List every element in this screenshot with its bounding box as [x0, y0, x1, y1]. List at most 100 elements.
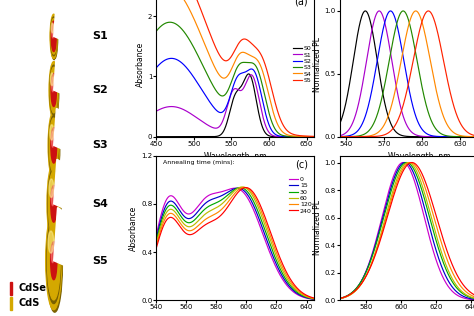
15	[280, 274, 285, 278]
Ellipse shape	[51, 19, 57, 54]
15	[170, 200, 175, 204]
S1	[248, 73, 254, 77]
Ellipse shape	[50, 65, 58, 115]
S5	[218, 54, 223, 58]
Ellipse shape	[48, 171, 59, 237]
Text: S3: S3	[92, 140, 108, 150]
S2	[170, 57, 175, 60]
Line: 60: 60	[156, 187, 314, 299]
60	[154, 241, 159, 245]
30	[170, 204, 175, 208]
S5	[280, 122, 285, 125]
S5	[223, 59, 229, 63]
Ellipse shape	[51, 21, 56, 52]
Bar	[10, 282, 12, 295]
X-axis label: Wavelength, nm: Wavelength, nm	[388, 152, 450, 161]
Text: (a): (a)	[294, 0, 308, 6]
S0	[277, 135, 283, 138]
Ellipse shape	[48, 169, 61, 247]
S2	[311, 135, 317, 138]
60	[239, 185, 245, 189]
Ellipse shape	[49, 179, 54, 198]
Line: S4: S4	[156, 0, 314, 137]
Ellipse shape	[47, 219, 63, 312]
S2	[169, 57, 174, 60]
S1	[217, 124, 223, 128]
Legend: S0, S1, S2, S3, S4, S5: S0, S1, S2, S3, S4, S5	[292, 45, 312, 83]
Ellipse shape	[50, 66, 59, 120]
S2	[262, 109, 268, 112]
0	[154, 232, 159, 236]
S3	[262, 94, 268, 98]
30	[237, 186, 243, 190]
15	[277, 269, 283, 273]
S3	[280, 133, 285, 137]
240	[280, 262, 285, 265]
S2	[218, 111, 223, 114]
Line: S0: S0	[156, 74, 314, 137]
60	[311, 297, 317, 301]
Bar	[10, 297, 12, 310]
60	[217, 204, 223, 207]
Ellipse shape	[48, 231, 54, 253]
Ellipse shape	[51, 246, 54, 263]
Text: S2: S2	[92, 85, 108, 95]
Legend: 0, 15, 30, 60, 120, 240: 0, 15, 30, 60, 120, 240	[288, 176, 312, 214]
Ellipse shape	[51, 17, 58, 60]
S2	[277, 134, 283, 138]
15	[217, 194, 223, 198]
S0	[246, 72, 252, 76]
30	[280, 271, 285, 275]
30	[311, 297, 317, 301]
S2	[154, 66, 159, 70]
Line: S2: S2	[156, 58, 314, 137]
S1	[311, 135, 317, 138]
Ellipse shape	[51, 73, 54, 86]
Ellipse shape	[51, 185, 57, 222]
S4	[311, 135, 317, 138]
S3	[167, 20, 173, 24]
Ellipse shape	[51, 17, 57, 56]
Ellipse shape	[49, 116, 60, 181]
S1	[170, 105, 175, 108]
S2	[280, 135, 285, 138]
Wedge shape	[54, 108, 69, 152]
240	[223, 208, 228, 211]
120	[170, 212, 175, 216]
120	[217, 209, 223, 213]
S4	[262, 77, 268, 81]
60	[280, 268, 285, 272]
Y-axis label: Normalized PL: Normalized PL	[313, 200, 322, 255]
S5	[311, 135, 317, 138]
Ellipse shape	[49, 118, 58, 173]
S1	[262, 121, 268, 125]
Ellipse shape	[48, 168, 60, 240]
Line: 0: 0	[156, 188, 314, 299]
S0	[280, 135, 285, 138]
120	[262, 219, 268, 222]
X-axis label: Wavelength, nm: Wavelength, nm	[204, 152, 266, 161]
S1	[223, 110, 228, 113]
120	[311, 296, 317, 300]
S3	[223, 92, 229, 95]
Line: S1: S1	[156, 75, 314, 137]
Line: 120: 120	[156, 187, 314, 298]
S1	[154, 109, 159, 113]
60	[277, 262, 283, 266]
Ellipse shape	[47, 163, 61, 245]
Wedge shape	[54, 208, 75, 270]
S0	[170, 135, 175, 138]
240	[311, 296, 317, 300]
Y-axis label: Absorbance: Absorbance	[136, 42, 145, 87]
S2	[223, 106, 229, 109]
S1	[280, 135, 285, 138]
Wedge shape	[54, 12, 64, 40]
S0	[311, 135, 317, 138]
S0	[217, 133, 223, 137]
Y-axis label: Absorbance: Absorbance	[129, 205, 138, 251]
Ellipse shape	[52, 131, 54, 147]
Text: CdS: CdS	[18, 298, 40, 308]
Text: S4: S4	[92, 199, 108, 209]
Ellipse shape	[50, 14, 57, 58]
Ellipse shape	[46, 212, 62, 310]
